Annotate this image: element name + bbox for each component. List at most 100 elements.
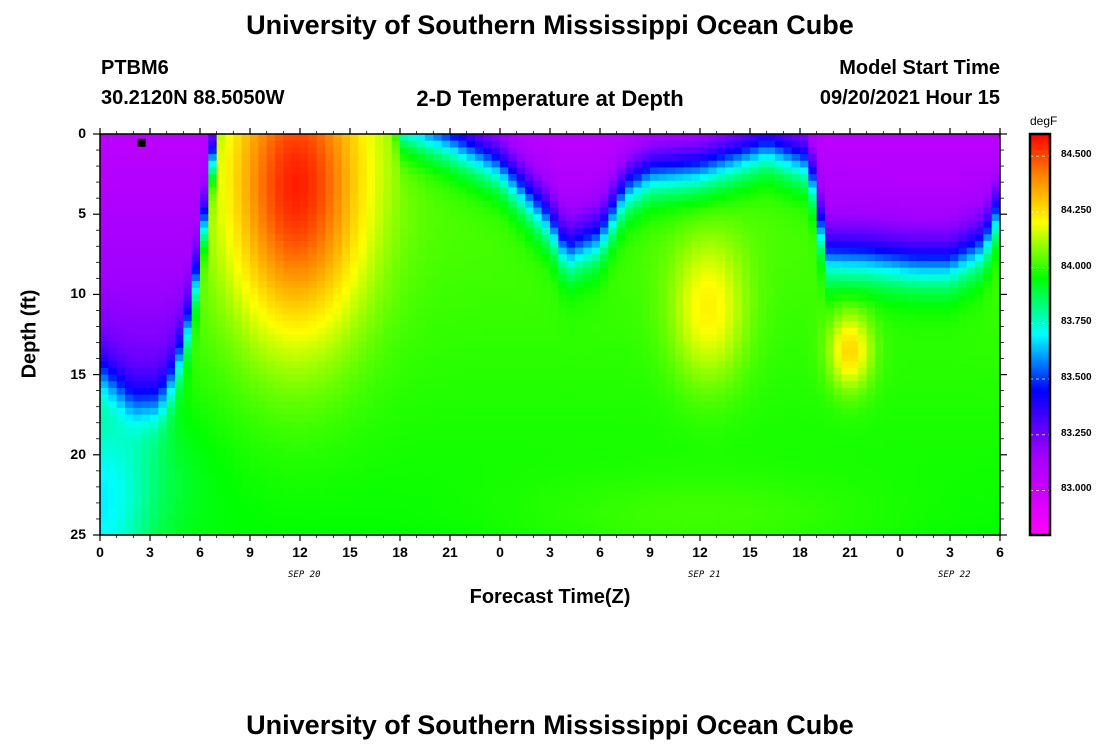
heatmap-cell [308, 414, 318, 422]
heatmap-cell [150, 307, 159, 316]
heatmap-cell [391, 428, 401, 436]
heatmap-cell [258, 408, 268, 416]
heatmap-cell [608, 281, 618, 289]
heatmap-cell [233, 461, 243, 469]
heatmap-cell [566, 521, 576, 529]
heatmap-cell [458, 234, 468, 242]
heatmap-cell [116, 227, 126, 235]
heatmap-cell [125, 421, 134, 429]
heatmap-cell [383, 260, 393, 269]
heatmap-cell [108, 528, 118, 535]
heatmap-cell [591, 501, 601, 509]
heatmap-cell [308, 260, 318, 269]
heatmap-cell [366, 207, 376, 215]
heatmap-cell [225, 154, 234, 162]
heatmap-cell [533, 240, 543, 249]
heatmap-cell [625, 421, 634, 429]
heatmap-cell [166, 140, 176, 148]
heatmap-cell [741, 441, 751, 449]
heatmap-cell [333, 381, 343, 389]
heatmap-cell [500, 314, 509, 322]
heatmap-cell [683, 454, 693, 463]
heatmap-cell [691, 140, 701, 148]
heatmap-cell [316, 474, 326, 483]
heatmap-cell [533, 374, 543, 382]
heatmap-cell [783, 454, 793, 463]
heatmap-cell [500, 501, 509, 509]
heatmap-cell [466, 274, 476, 282]
heatmap-cell [633, 207, 643, 215]
heatmap-cell [200, 494, 209, 503]
heatmap-cell [750, 421, 759, 429]
heatmap-cell [625, 454, 634, 463]
heatmap-cell [208, 174, 218, 182]
heatmap-cell [691, 234, 701, 242]
heatmap-cell [241, 214, 251, 222]
heatmap-cell [425, 194, 434, 202]
heatmap-cell [575, 187, 584, 195]
heatmap-cell [775, 274, 784, 282]
heatmap-cell [433, 294, 443, 302]
heatmap-cell [441, 167, 451, 175]
heatmap-cell [166, 254, 176, 262]
heatmap-cell [158, 334, 168, 342]
heatmap-cell [400, 514, 409, 523]
heatmap-cell [625, 508, 634, 516]
heatmap-cell [583, 327, 593, 336]
heatmap-cell [533, 521, 543, 529]
heatmap-cell [575, 488, 584, 496]
heatmap-cell [458, 147, 468, 155]
heatmap-cell [766, 234, 776, 242]
heatmap-cell [308, 494, 318, 503]
heatmap-cell [100, 147, 109, 155]
heatmap-cell [575, 401, 584, 409]
heatmap-cell [183, 481, 193, 489]
heatmap-cell [575, 454, 584, 463]
heatmap-cell [608, 361, 618, 369]
heatmap-cell [350, 260, 359, 269]
heatmap-cell [483, 374, 493, 382]
heatmap-cell [116, 448, 126, 456]
heatmap-cell [475, 301, 484, 309]
heatmap-cell [308, 448, 318, 456]
heatmap-cell [433, 528, 443, 535]
heatmap-cell [258, 434, 268, 443]
heatmap-cell [666, 481, 676, 489]
heatmap-cell [216, 474, 226, 483]
heatmap-cell [350, 387, 359, 396]
heatmap-cell [725, 327, 734, 336]
heatmap-cell [775, 214, 784, 222]
heatmap-cell [533, 307, 543, 316]
heatmap-cell [716, 140, 726, 148]
heatmap-cell [483, 481, 493, 489]
heatmap-cell [125, 180, 134, 189]
heatmap-cell [416, 441, 426, 449]
heatmap-cell [258, 414, 268, 422]
heatmap-cell [775, 134, 784, 142]
heatmap-cell [116, 361, 126, 369]
heatmap-cell [250, 180, 259, 189]
heatmap-cell [366, 174, 376, 182]
heatmap-cell [283, 341, 293, 349]
heatmap-cell [366, 167, 376, 175]
heatmap-cell [725, 441, 734, 449]
heatmap-cell [691, 294, 701, 302]
heatmap-cell [341, 267, 351, 275]
heatmap-cell [458, 321, 468, 329]
heatmap-cell [775, 401, 784, 409]
heatmap-cell [725, 454, 734, 463]
heatmap-cell [441, 488, 451, 496]
heatmap-cell [358, 387, 368, 396]
heatmap-cell [500, 267, 509, 275]
heatmap-cell [716, 461, 726, 469]
heatmap-cell [400, 301, 409, 309]
heatmap-cell [300, 327, 309, 336]
heatmap-cell [641, 200, 651, 209]
heatmap-cell [525, 187, 534, 195]
heatmap-cell [316, 408, 326, 416]
heatmap-cell [558, 448, 568, 456]
heatmap-cell [558, 180, 568, 189]
heatmap-cell [441, 287, 451, 295]
heatmap-cell [466, 414, 476, 422]
heatmap-cell [466, 240, 476, 249]
